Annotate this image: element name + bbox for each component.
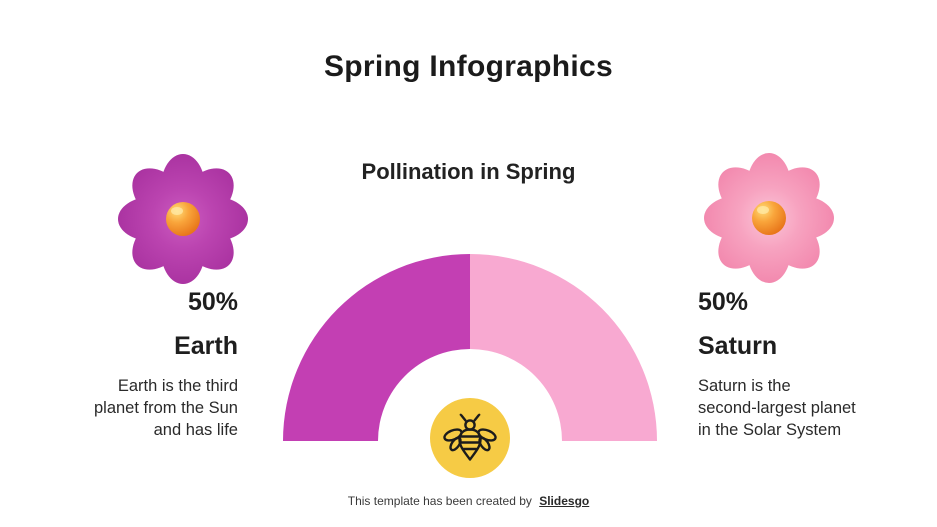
credit-text: This template has been created by <box>347 494 532 508</box>
gauge-chart <box>283 254 657 478</box>
gauge-segment-saturn <box>470 254 657 441</box>
saturn-description: Saturn is the second-largest planet in t… <box>698 377 856 439</box>
flower-center <box>166 202 200 236</box>
bee-icon <box>443 413 497 461</box>
flower-center <box>752 201 786 235</box>
pink-flower-icon <box>704 153 834 283</box>
earth-description: Earth is the third planet from the Sun a… <box>93 377 238 439</box>
credit-line: This template has been created by Slides… <box>0 494 937 508</box>
earth-name: Earth <box>174 332 238 360</box>
saturn-percent: 50% <box>698 288 749 316</box>
magenta-flower-icon <box>118 154 248 284</box>
saturn-name: Saturn <box>698 332 778 360</box>
chart-title: Pollination in Spring <box>361 159 576 184</box>
slide-title: Spring Infographics <box>323 50 614 83</box>
flower-petals <box>118 154 248 284</box>
gauge-segment-earth <box>283 254 470 441</box>
bee-badge <box>430 398 510 478</box>
slidesgo-link[interactable]: Slidesgo <box>539 494 590 508</box>
earth-percent: 50% <box>187 288 238 316</box>
